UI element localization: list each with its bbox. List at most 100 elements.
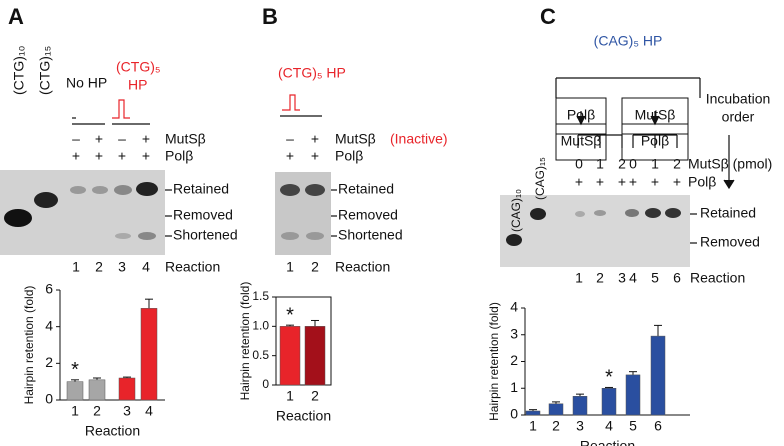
row-mark: 0 <box>629 156 637 172</box>
label: No HP <box>66 75 107 91</box>
row-mark: + <box>618 174 626 190</box>
x-tick-label: 4 <box>145 403 153 419</box>
row-mark: + <box>311 131 319 147</box>
box-label: Polβ <box>567 107 595 123</box>
gel <box>275 172 331 255</box>
x-tick-label: 3 <box>576 418 584 434</box>
x-tick-label: 2 <box>311 388 319 404</box>
row-mark: + <box>286 148 294 164</box>
frame <box>275 296 332 386</box>
row-mark: + <box>95 131 103 147</box>
y-tick-label: 2 <box>45 354 53 370</box>
gel-band <box>306 232 324 240</box>
gel-band <box>136 182 158 196</box>
y-tick-label: 1.5 <box>252 289 269 303</box>
lane-number: 2 <box>311 259 319 275</box>
y-tick-label: 0.5 <box>252 348 269 362</box>
decor <box>72 77 735 244</box>
box-label: MutSβ <box>635 107 676 123</box>
label: Polβ <box>165 148 193 164</box>
y-tick-label: 0 <box>262 377 269 391</box>
band-label: Retained <box>700 205 756 221</box>
lane-label: (CAG)₁₀ <box>509 189 523 232</box>
row-mark: + <box>575 174 583 190</box>
row-mark: + <box>596 174 604 190</box>
box <box>621 123 689 161</box>
label: (CTG)₅ HP <box>278 65 346 81</box>
lane-number: 1 <box>575 270 583 286</box>
y-tick-label: 4 <box>510 299 518 315</box>
bar <box>572 396 588 416</box>
box <box>555 123 607 161</box>
row-mark: 0 <box>575 156 583 172</box>
gel-band <box>138 232 156 240</box>
label: MutSβ <box>165 131 206 147</box>
x-tick-label: 1 <box>71 403 79 419</box>
x-axis-label: Reaction <box>580 438 635 446</box>
row-mark: 2 <box>618 156 626 172</box>
row-mark: + <box>142 148 150 164</box>
y-tick-label: 3 <box>510 325 518 341</box>
bar <box>279 326 301 386</box>
panel-label: C <box>540 4 556 29</box>
lane-number: 3 <box>118 259 126 275</box>
gel-band <box>575 211 585 217</box>
x-tick-label: 6 <box>654 418 662 434</box>
x-tick-label: 5 <box>629 418 637 434</box>
y-tick-label: 0 <box>45 391 53 407</box>
label: HP <box>128 77 147 93</box>
x-tick-label: 4 <box>605 418 613 434</box>
x-tick-label: 2 <box>552 418 560 434</box>
label: Reaction <box>690 270 745 286</box>
asterisk: * <box>605 367 613 389</box>
label: MutSβ (pmol) <box>688 156 772 172</box>
band-label: Removed <box>173 207 233 223</box>
row-mark: 2 <box>673 156 681 172</box>
gel-band <box>645 208 661 218</box>
row-mark: + <box>651 174 659 190</box>
row-mark: – <box>72 131 80 147</box>
row-mark: – <box>118 131 126 147</box>
x-tick-label: 2 <box>93 403 101 419</box>
lane-number: 2 <box>95 259 103 275</box>
gel-band <box>594 210 606 216</box>
band-label: Retained <box>173 181 229 197</box>
row-mark: 1 <box>651 156 659 172</box>
label: Reaction <box>165 259 220 275</box>
label: MutSβ <box>335 131 376 147</box>
y-tick-label: 6 <box>45 281 53 297</box>
row-mark: + <box>673 174 681 190</box>
bar <box>650 335 666 416</box>
gel-band <box>114 185 132 195</box>
label: Incubation <box>706 91 771 107</box>
x-tick-label: 1 <box>286 388 294 404</box>
bar <box>66 381 84 401</box>
label: Polβ <box>335 148 363 164</box>
bar <box>525 410 541 416</box>
lane-number: 4 <box>142 259 150 275</box>
bar <box>625 374 641 416</box>
row-mark: + <box>72 148 80 164</box>
bar <box>140 308 158 401</box>
lane-label: (CTG)₁₀ <box>11 45 27 95</box>
hairpin-icon <box>282 94 300 111</box>
lane-label: (CAG)₁₅ <box>533 157 547 200</box>
lane-label: (CTG)₁₅ <box>37 46 53 95</box>
lane-number: 3 <box>618 270 626 286</box>
y-axis-label: Hairpin retention (fold) <box>487 302 501 421</box>
band-label: Removed <box>700 234 760 250</box>
gel-band <box>530 208 546 220</box>
hairpin-icon <box>112 99 130 119</box>
lane-number: 6 <box>673 270 681 286</box>
gel-band <box>280 184 300 196</box>
gel-band <box>305 184 325 196</box>
x-tick-label: 3 <box>123 403 131 419</box>
panel-label: A <box>8 4 24 29</box>
panel-label: B <box>262 4 278 29</box>
box-label: MutSβ <box>561 133 602 149</box>
gel-band <box>92 186 108 194</box>
row-mark: 1 <box>596 156 604 172</box>
band-label: Shortened <box>338 227 403 243</box>
band-label: Removed <box>338 207 398 223</box>
